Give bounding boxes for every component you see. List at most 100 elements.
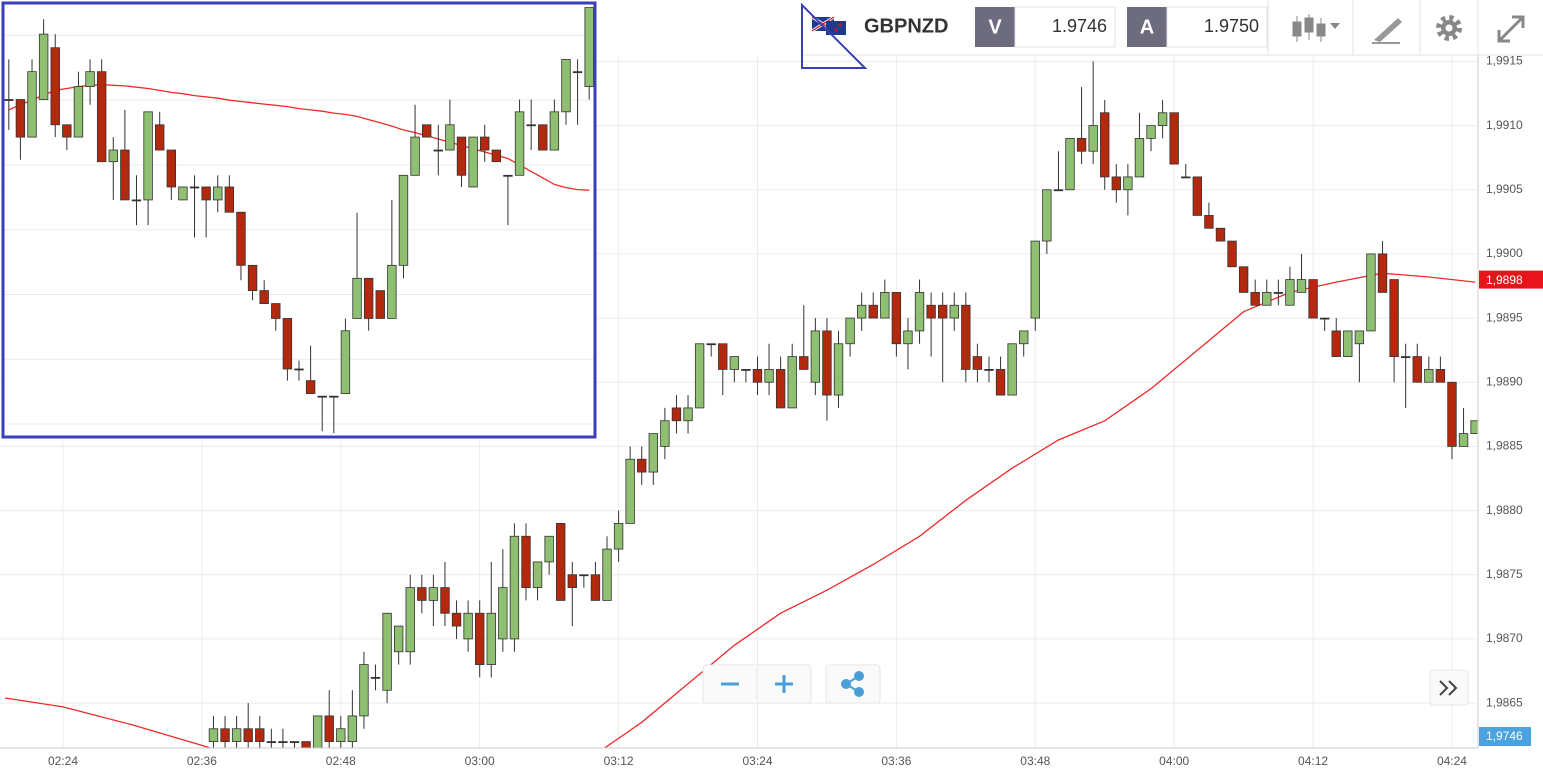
candle-body [1389,279,1399,357]
candle-body [984,369,994,371]
candle-body [38,33,49,100]
axes: 1,9865 1,9870 1,9875 1,9880 1,9885 1,9890 1,98… [48,54,1543,768]
candle-body [178,186,188,201]
candle-body [1192,176,1203,216]
zoom-in-button[interactable] [775,675,793,693]
candle-body [1400,356,1411,358]
candle-body [456,136,467,176]
candle-body [417,587,427,601]
candle-body [1250,292,1260,306]
candle-body [352,277,362,319]
candle-body [694,343,705,409]
candle-body [1076,138,1087,152]
fullscreen-button[interactable] [1497,15,1525,43]
selection-annotation [801,2,868,69]
candle-body [1169,112,1179,165]
candle-body [856,304,867,319]
bid-price: 1.9746 [1052,16,1107,36]
candle-body [1111,176,1121,191]
candle-body [155,124,165,151]
candle-body [243,728,253,742]
ask-badge [1127,7,1167,47]
share-button[interactable] [825,664,881,704]
candle-body [480,136,490,151]
candle-body [289,741,300,743]
y-tick-label: 1,9900 [1486,246,1523,260]
candle-body [463,612,473,640]
chart-type-button[interactable] [1292,14,1340,42]
y-tick-label: 1,9895 [1486,310,1523,324]
y-tick-label: 1,9890 [1486,374,1523,388]
bid-box[interactable] [1014,6,1116,48]
candle-body [833,343,844,396]
settings-button[interactable] [1436,15,1462,41]
candle-body [1215,227,1226,242]
candle-body [648,433,658,473]
candle-body [486,612,496,665]
candle-body [1065,138,1075,191]
candle-body [549,111,560,151]
candle-body [224,186,235,213]
candle-body [509,535,520,640]
candle-body [1100,112,1110,178]
candle-body [1238,266,1249,293]
candle-body [266,741,277,743]
symbol: GBPNZD [864,15,948,37]
ask-box[interactable] [1166,6,1268,48]
inset-plot [3,7,595,434]
y-tick-label: 1,9870 [1486,631,1523,645]
candle-body [317,395,327,398]
candle-body [445,124,455,151]
inset-border [1,1,597,439]
y-tick-label: 1,9875 [1486,567,1523,581]
candle-body [247,264,258,292]
candle-body [1157,112,1168,126]
candle-body [347,715,358,742]
candle-body [312,715,323,748]
candle-body [718,343,728,370]
candle-body [4,99,14,101]
candle-body [1262,292,1272,306]
candle-body [336,728,346,742]
candle-body [1424,369,1434,383]
x-tick-label: 03:12 [604,754,634,768]
ask-price: 1.9750 [1204,16,1259,36]
candle-body [387,264,397,319]
candle-body [1204,215,1214,229]
candle-body [572,71,583,74]
candle-body [370,677,381,679]
candle-body [1134,138,1145,178]
x-tick-label: 03:24 [742,754,772,768]
candle-body [393,625,404,653]
candle-body [556,523,566,601]
x-tick-label: 03:00 [465,754,495,768]
candle-body [521,535,531,588]
bid-badge [975,7,1015,47]
candle-body [822,330,832,396]
candle-body [1377,253,1388,293]
bid-label: V [988,16,1002,38]
candle-body [625,458,635,524]
candle-body [1019,330,1029,345]
candle-body [475,612,485,665]
candle-body [15,99,26,138]
candle-body [1366,253,1376,332]
candle-body [213,186,223,201]
candle-body [503,174,513,177]
candle-body [845,317,855,345]
x-tick-label: 04:24 [1437,754,1467,768]
x-tick-label: 04:00 [1159,754,1189,768]
candle-body [1042,189,1052,242]
draw-tool-button[interactable] [1372,18,1402,44]
candle-body [868,304,878,319]
scroll-right-icon [1439,680,1458,696]
candle-body [428,587,439,601]
last-price-label: 1,9898 [1486,273,1523,287]
scroll-right-button[interactable] [1429,669,1469,706]
candle-body [375,290,385,319]
candle-body [729,356,740,370]
candle-body [602,548,612,601]
candle-body [433,149,443,152]
candle-body [1146,125,1156,139]
